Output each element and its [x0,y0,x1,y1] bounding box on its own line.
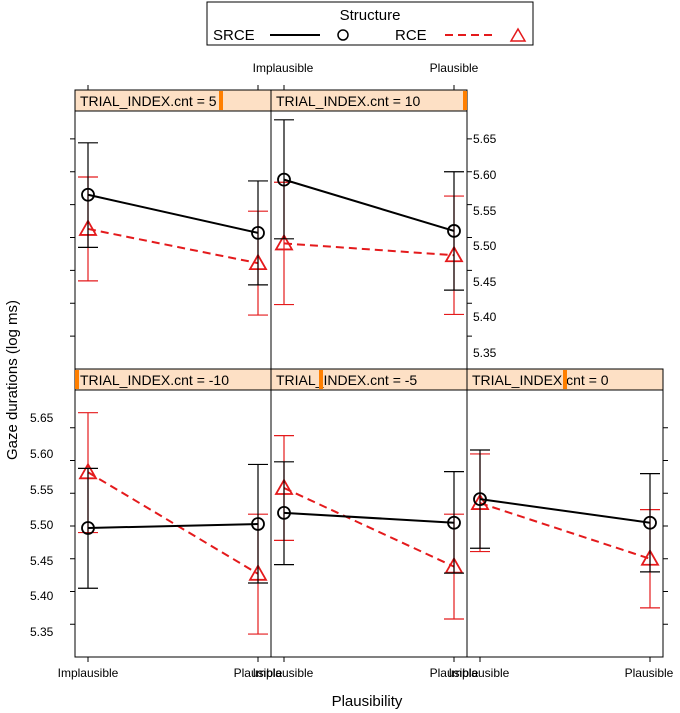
strip-marker [563,370,567,389]
y-tick-label-left: 5.45 [30,554,54,568]
y-tick-label-left: 5.35 [30,625,54,639]
panel-trial-index-0: TRIAL_INDEX.cnt = 0 [466,368,664,658]
panel-strip-label: TRIAL_INDEX.cnt = -5 [276,372,417,388]
legend-title: Structure [340,7,401,24]
srce-point [447,515,461,530]
legend: Structure SRCE RCE [206,1,534,46]
bottom-tick-label-plausible-3: Plausible [625,666,674,680]
srce-point [251,517,265,531]
rce-series-line [87,227,259,265]
y-tick-label-right: 5.45 [473,275,497,289]
y-tick-label-right: 5.50 [473,239,497,253]
bottom-tick-label-plausible-1: Plausible [234,666,283,680]
legend-srce-label: SRCE [213,27,255,44]
srce-series-line [479,498,651,524]
legend-srce-circle-icon [337,29,349,41]
bottom-tick-label-implausible-2: Implausible [253,666,314,680]
strip-marker [463,91,467,110]
srce-series-line [87,523,259,529]
srce-point [473,492,487,507]
y-tick-label-left: 5.60 [30,447,54,461]
legend-rce-label: RCE [395,27,427,44]
srce-series-line [87,193,259,234]
y-axis-left: 5.35 5.40 5.45 5.50 5.55 5.60 5.65 [30,411,54,639]
srce-series-line [283,511,455,524]
rce-series-line [283,487,455,568]
y-tick-label-left: 5.65 [30,411,54,425]
srce-point [277,506,291,520]
y-axis-right: 5.35 5.40 5.45 5.50 5.55 5.60 5.65 [473,132,497,360]
y-tick-label-left: 5.50 [30,518,54,532]
strip-marker [219,91,223,110]
y-tick-label-right: 5.35 [473,346,497,360]
y-tick-label-right: 5.40 [473,310,497,324]
panel-trial-index-5: TRIAL_INDEX.cnt = 5 [74,89,272,370]
srce-series-line [283,178,455,232]
y-tick-label-right: 5.65 [473,132,497,146]
y-tick-label-right: 5.55 [473,204,497,218]
panel-frame [270,110,468,370]
rce-point [274,233,294,251]
srce-point [643,515,657,530]
panel-strip-label: TRIAL_INDEX.cnt = 10 [276,93,421,109]
y-tick-label-left: 5.40 [30,589,54,603]
bottom-tick-label-implausible-3: Implausible [449,666,510,680]
srce-point [277,172,291,187]
y-tick-label-left: 5.55 [30,483,54,497]
legend-box [206,1,534,46]
top-tick-label-implausible: Implausible [253,61,314,75]
panel-frame [270,389,468,658]
panel-strip-label: TRIAL_INDEX.cnt = 0 [472,372,609,388]
strip-marker [75,370,79,389]
panel-trial-index-minus-5: TRIAL_INDEX.cnt = -5 [270,368,468,658]
top-tick-label-plausible: Plausible [430,61,479,75]
panel-strip-label: TRIAL_INDEX.cnt = -10 [80,372,229,388]
srce-point [81,187,95,202]
panel-trial-index-10: TRIAL_INDEX.cnt = 10 [270,89,468,370]
panel-trial-index-minus-10: TRIAL_INDEX.cnt = -10 [74,368,272,658]
rce-series-line [283,242,455,257]
panel-strip-label: TRIAL_INDEX.cnt = 5 [80,93,217,109]
x-axis-title: Plausibility [332,693,403,710]
srce-point [447,224,461,238]
strip-marker [319,370,323,389]
axis-ticks [70,85,668,662]
rce-series-line [479,502,651,560]
panel-frame [466,389,664,658]
bottom-tick-label-implausible-1: Implausible [58,666,119,680]
srce-point [251,225,265,240]
rce-series-line [87,471,259,575]
legend-rce-triangle-icon [509,27,527,42]
bottom-tick-label-plausible-2: Plausible [430,666,479,680]
y-tick-label-right: 5.60 [473,168,497,182]
srce-point [81,521,95,535]
panel-frame [74,110,272,370]
y-axis-title: Gaze durations (log ms) [4,300,21,460]
